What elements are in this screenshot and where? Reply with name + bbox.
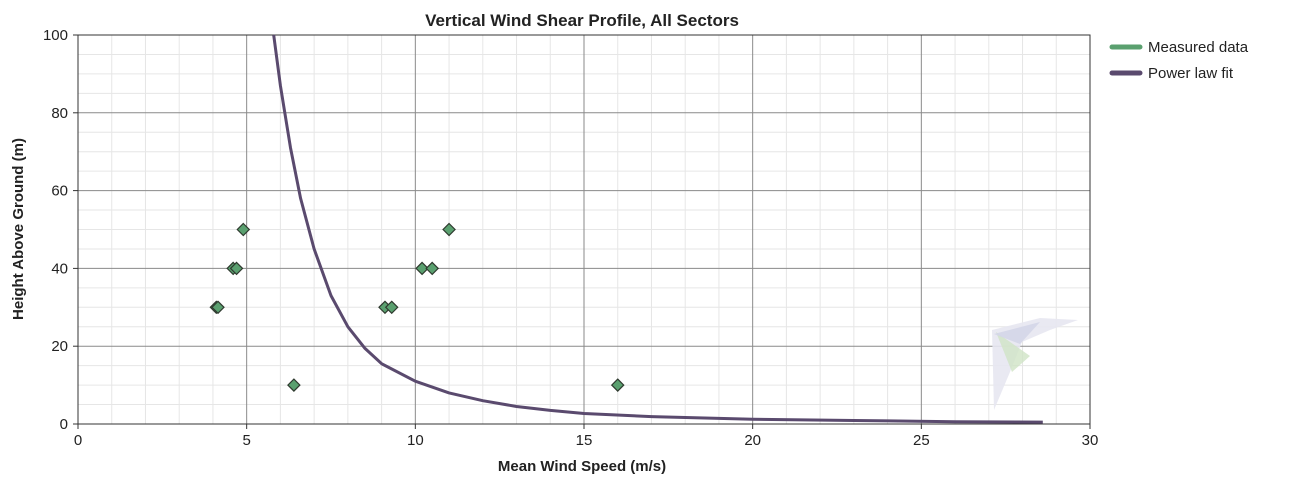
measured-data-point (384, 300, 399, 315)
y-tick-label: 100 (43, 27, 68, 44)
x-tick-labels: 0 5 10 15 20 25 30 (74, 424, 1099, 449)
measured-data-point (442, 222, 456, 237)
logo-watermark-icon (992, 318, 1078, 410)
x-tick-label: 15 (576, 432, 593, 449)
legend: Measured data Power law fit (1109, 39, 1249, 82)
legend-label-power-law-fit: Power law fit (1148, 65, 1234, 82)
measured-data-point (236, 222, 251, 237)
y-axis-label: Height Above Ground (m) (10, 138, 27, 320)
measured-data-point (425, 261, 440, 276)
major-grid (78, 35, 1090, 424)
measured-data-point (211, 300, 225, 315)
x-tick-label: 30 (1082, 432, 1099, 449)
measured-data-point (229, 261, 244, 276)
legend-item-measured-data: Measured data (1109, 39, 1249, 56)
measured-points-layer (209, 222, 625, 392)
y-tick-label: 20 (51, 338, 68, 355)
x-tick-label: 0 (74, 432, 82, 449)
x-tick-label: 25 (913, 432, 930, 449)
y-tick-label: 80 (51, 105, 68, 122)
y-tick-labels: 0 20 40 60 80 100 (43, 27, 78, 433)
y-tick-label: 60 (51, 183, 68, 200)
x-tick-label: 20 (744, 432, 761, 449)
x-axis-label: Mean Wind Speed (m/s) (498, 458, 666, 475)
power-law-fit-line (272, 34, 1043, 424)
measured-data-point (415, 261, 429, 276)
y-tick-label: 40 (51, 260, 68, 277)
x-tick-label: 5 (242, 432, 250, 449)
y-tick-label: 0 (60, 416, 68, 433)
legend-item-power-law-fit: Power law fit (1109, 65, 1234, 82)
x-tick-label: 10 (407, 432, 424, 449)
chart-title: Vertical Wind Shear Profile, All Sectors (425, 11, 739, 30)
legend-label-measured-data: Measured data (1148, 39, 1249, 56)
measured-data-point (610, 378, 625, 392)
measured-data-point (287, 378, 301, 392)
power-law-fit-layer (272, 34, 1043, 424)
